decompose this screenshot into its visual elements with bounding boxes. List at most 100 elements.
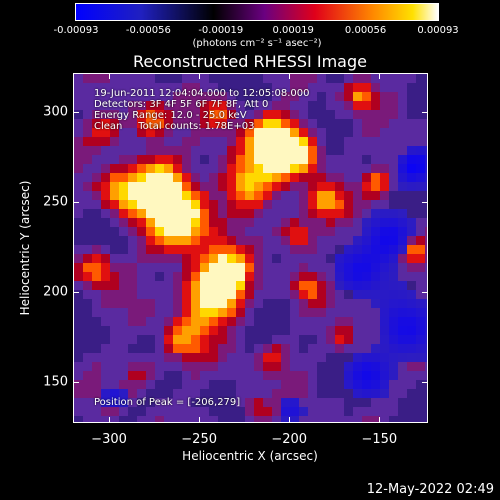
heatmap-cell bbox=[218, 227, 228, 237]
heatmap-cell bbox=[317, 146, 327, 156]
y-tick-mark bbox=[422, 381, 428, 383]
heatmap-cell bbox=[191, 128, 201, 138]
heatmap-cell bbox=[101, 317, 111, 327]
heatmap-cell bbox=[317, 326, 327, 336]
heatmap-cell bbox=[200, 164, 210, 174]
heatmap-cell bbox=[290, 245, 300, 255]
heatmap-cell bbox=[155, 335, 165, 345]
heatmap-cell bbox=[425, 209, 427, 219]
heatmap-cell bbox=[101, 164, 111, 174]
y-tick-mark bbox=[422, 112, 428, 114]
heatmap-cell bbox=[236, 200, 246, 210]
heatmap-cell bbox=[74, 182, 84, 192]
heatmap-cell bbox=[272, 371, 282, 381]
heatmap-cell bbox=[137, 173, 147, 183]
heatmap-cell bbox=[317, 110, 327, 120]
heatmap-cell bbox=[92, 119, 102, 129]
heatmap-cell bbox=[380, 191, 390, 201]
heatmap-cell bbox=[389, 182, 399, 192]
heatmap-cell bbox=[290, 416, 300, 422]
heatmap-cell bbox=[389, 353, 399, 363]
heatmap-cell bbox=[281, 227, 291, 237]
heatmap-cell bbox=[281, 308, 291, 318]
heatmap-cell bbox=[236, 416, 246, 422]
heatmap-cell bbox=[416, 254, 426, 264]
heatmap-cell bbox=[236, 407, 246, 417]
heatmap-cell bbox=[128, 200, 138, 210]
heatmap-cell bbox=[128, 119, 138, 129]
heatmap-cell bbox=[101, 281, 111, 291]
heatmap-cell bbox=[209, 380, 219, 390]
heatmap-cell bbox=[218, 182, 228, 192]
heatmap-cell bbox=[281, 74, 291, 84]
heatmap-cell bbox=[299, 137, 309, 147]
y-tick-mark bbox=[73, 202, 79, 204]
heatmap-cell bbox=[317, 119, 327, 129]
heatmap-cell bbox=[218, 380, 228, 390]
heatmap-cell bbox=[398, 263, 408, 273]
heatmap-cell bbox=[164, 353, 174, 363]
heatmap-cell bbox=[101, 308, 111, 318]
heatmap-cell bbox=[281, 281, 291, 291]
heatmap-cell bbox=[416, 182, 426, 192]
heatmap-cell bbox=[416, 326, 426, 336]
heatmap-cell bbox=[137, 128, 147, 138]
heatmap-cell bbox=[380, 155, 390, 165]
heatmap-cell bbox=[209, 137, 219, 147]
heatmap-cell bbox=[344, 137, 354, 147]
heatmap-cell bbox=[254, 218, 264, 228]
heatmap-cell bbox=[326, 173, 336, 183]
heatmap-cell bbox=[326, 344, 336, 354]
heatmap-cell bbox=[83, 128, 93, 138]
heatmap-cell bbox=[74, 254, 84, 264]
heatmap-cell bbox=[263, 353, 273, 363]
heatmap-cell bbox=[389, 83, 399, 93]
heatmap-cell bbox=[353, 227, 363, 237]
heatmap-cell bbox=[371, 335, 381, 345]
heatmap-cell bbox=[110, 128, 120, 138]
heatmap-cell bbox=[209, 200, 219, 210]
heatmap-cell bbox=[362, 182, 372, 192]
heatmap-cell bbox=[101, 362, 111, 372]
heatmap-cell bbox=[389, 317, 399, 327]
heatmap-cell bbox=[245, 137, 255, 147]
heatmap-cell bbox=[299, 398, 309, 408]
heatmap-cell bbox=[182, 92, 192, 102]
heatmap-cell bbox=[263, 362, 273, 372]
heatmap-cell bbox=[272, 128, 282, 138]
heatmap-cell bbox=[416, 227, 426, 237]
heatmap-cell bbox=[137, 146, 147, 156]
heatmap-cell bbox=[173, 353, 183, 363]
heatmap-cell bbox=[425, 92, 427, 102]
heatmap-cell bbox=[317, 290, 327, 300]
heatmap-cell bbox=[164, 209, 174, 219]
heatmap-cell bbox=[101, 137, 111, 147]
heatmap-cell bbox=[416, 362, 426, 372]
heatmap-cell bbox=[353, 164, 363, 174]
heatmap-cell bbox=[281, 371, 291, 381]
heatmap-cell bbox=[209, 146, 219, 156]
heatmap-cell bbox=[74, 209, 84, 219]
heatmap-cell bbox=[83, 137, 93, 147]
heatmap-cell bbox=[74, 173, 84, 183]
heatmap-cell bbox=[308, 389, 318, 399]
heatmap-cell bbox=[173, 263, 183, 273]
heatmap-cell bbox=[119, 299, 129, 309]
heatmap-cell bbox=[407, 416, 417, 422]
heatmap-cell bbox=[155, 371, 165, 381]
heatmap-cell bbox=[245, 353, 255, 363]
heatmap-cell bbox=[92, 164, 102, 174]
heatmap-cell bbox=[344, 290, 354, 300]
heatmap-cell bbox=[290, 191, 300, 201]
heatmap-cell bbox=[272, 164, 282, 174]
y-tick-mark bbox=[73, 112, 79, 114]
heatmap-cell bbox=[353, 371, 363, 381]
heatmap-cell bbox=[155, 344, 165, 354]
heatmap-cell bbox=[317, 263, 327, 273]
heatmap-cell bbox=[425, 83, 427, 93]
heatmap-cell bbox=[164, 308, 174, 318]
heatmap-cell bbox=[182, 389, 192, 399]
heatmap-cell bbox=[344, 236, 354, 246]
heatmap-cell bbox=[353, 173, 363, 183]
heatmap-cell bbox=[155, 218, 165, 228]
